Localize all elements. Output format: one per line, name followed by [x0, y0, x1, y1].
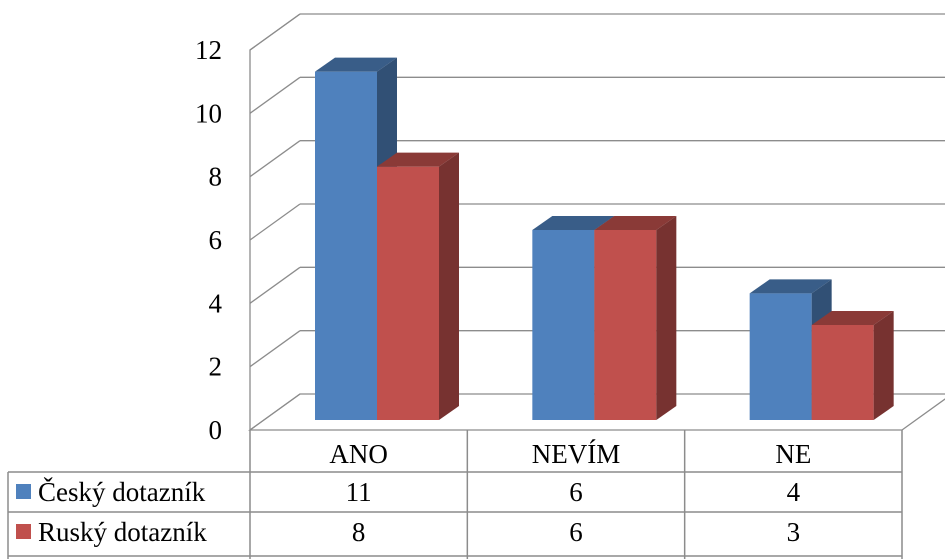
bar-top [532, 216, 615, 230]
bar-front [811, 325, 874, 420]
y-tick-label: 10 [195, 98, 222, 128]
bar-front [377, 166, 439, 420]
gridline-depth [249, 203, 301, 241]
bar-side [656, 216, 677, 420]
bar-front [594, 230, 657, 420]
y-tick-label: 2 [209, 352, 223, 382]
gridline-depth [249, 76, 301, 114]
category-label: NEVÍM [532, 439, 621, 469]
bar-top [749, 279, 832, 294]
table-cell-value: 11 [346, 477, 372, 507]
table-cell-value: 6 [569, 517, 583, 547]
series-label: Český dotazník [38, 477, 206, 507]
table-cell-value: 8 [352, 517, 366, 547]
category-label: ANO [329, 439, 388, 469]
bar-side [873, 311, 894, 420]
bar-ruský-nevím [594, 216, 677, 420]
table-cell-value: 3 [787, 517, 801, 547]
bar-front [532, 230, 595, 420]
bar-top [811, 311, 894, 325]
y-tick-label: 4 [209, 288, 223, 318]
bar-top [594, 216, 677, 230]
bars [315, 57, 894, 421]
bar-ruský-ne [811, 311, 894, 420]
gridline-depth [249, 140, 301, 178]
legend-key [16, 524, 31, 539]
bar-front [315, 71, 377, 421]
bar-front [749, 293, 812, 420]
y-tick-label: 8 [209, 162, 223, 192]
table-cell-value: 4 [787, 477, 801, 507]
y-tick-label: 6 [209, 225, 223, 255]
y-tick-label: 12 [195, 35, 222, 65]
bar-top [315, 57, 397, 72]
category-label: NE [775, 439, 811, 469]
gridline-depth [249, 393, 301, 431]
bar-top [377, 152, 459, 167]
gridline-depth [249, 266, 301, 304]
y-tick-label: 0 [209, 415, 223, 445]
table-cell-value: 6 [569, 477, 583, 507]
series-label: Ruský dotazník [38, 517, 207, 547]
data-table: ANO NEVÍM NE Český dotazník 11 6 4 Ruský dotazn… [7, 430, 903, 559]
legend-key [16, 484, 31, 499]
bar-ruský-ano [377, 152, 459, 420]
bar-side [439, 152, 459, 420]
y-axis-ticks: 0 2 4 6 8 10 12 [195, 35, 223, 445]
gridline-depth [249, 13, 301, 51]
gridline-depth [249, 330, 301, 368]
